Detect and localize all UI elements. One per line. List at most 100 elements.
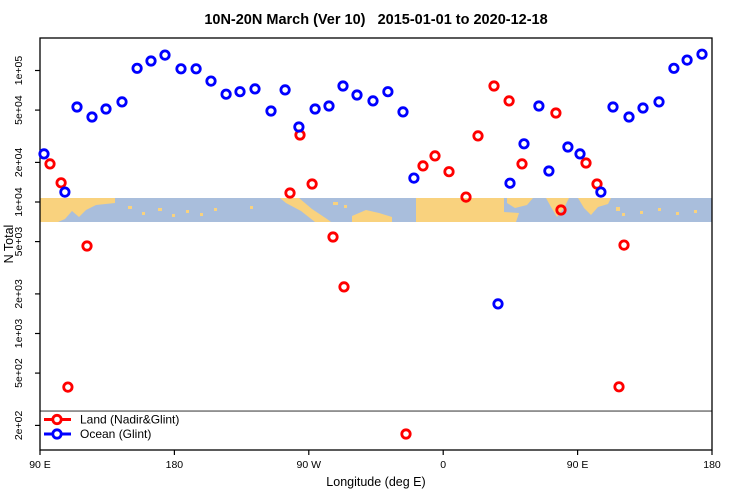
data-point-ocean [220,88,232,100]
y-tick-label: 5e+02 [13,358,25,388]
x-tick-label: 180 [166,459,184,471]
data-point-ocean [59,186,71,198]
data-point-land [81,240,93,252]
data-point-ocean [71,101,83,113]
data-point-ocean [145,55,157,67]
data-point-land [400,428,412,440]
data-point-land [550,107,562,119]
y-tick-label: 2e+02 [13,411,25,441]
chart-title: 10N-20N March (Ver 10) 2015-01-01 to 202… [204,12,547,28]
map-strip-island [676,212,679,215]
legend-symbol-circle [51,428,63,440]
x-axis-title: Longitude (deg E) [326,475,425,489]
y-tick-label: 2e+04 [13,148,25,178]
data-point-land [338,281,350,293]
map-strip-island [250,206,253,209]
data-point-ocean [279,84,291,96]
data-point-ocean [492,298,504,310]
data-point-ocean [205,75,217,87]
map-strip-land [280,198,331,222]
data-point-ocean [367,95,379,107]
map-strip-island [640,211,643,214]
data-point-land [284,187,296,199]
data-point-land [460,191,472,203]
map-strip-land [40,198,115,222]
y-axis-title: N Total [2,225,16,264]
data-point-ocean [249,83,261,95]
map-strip-island [622,213,625,216]
data-point-land [516,158,528,170]
data-point-land [55,177,67,189]
data-point-land [327,231,339,243]
data-point-ocean [323,100,335,112]
data-point-ocean [681,54,693,66]
y-tick-label: 1e+04 [13,187,25,217]
data-point-ocean [100,103,112,115]
map-strip-island [616,207,620,211]
data-point-land [613,381,625,393]
map-strip-island [658,208,661,211]
x-tick-label: 0 [440,459,446,471]
data-point-land [429,150,441,162]
data-point-ocean [562,141,574,153]
y-tick-label: 2e+03 [13,279,25,309]
data-point-ocean [293,121,305,133]
data-point-ocean [533,100,545,112]
map-strip-island [214,208,217,211]
data-point-ocean [408,172,420,184]
data-point-land [443,166,455,178]
x-tick-label: 90 E [29,459,51,471]
x-tick-label: 180 [703,459,721,471]
data-point-ocean [623,111,635,123]
data-point-ocean [131,62,143,74]
data-point-ocean [38,148,50,160]
x-tick-label: 90 E [567,459,589,471]
data-point-land [472,130,484,142]
map-strip-land [416,198,519,222]
y-tick-label: 1e+05 [13,56,25,86]
map-strip-island [344,205,347,208]
legend-label: Ocean (Glint) [80,427,151,441]
data-point-ocean [159,49,171,61]
y-tick-label: 5e+03 [13,227,25,257]
x-tick-label: 90 W [297,459,322,471]
data-point-land [44,158,56,170]
data-point-ocean [309,103,321,115]
map-strip-island [172,214,175,217]
data-point-land [503,95,515,107]
data-point-ocean [543,165,555,177]
data-point-land [618,239,630,251]
data-point-ocean [116,96,128,108]
data-point-ocean [234,86,246,98]
map-strip-island [186,210,189,213]
map-strip-land [578,198,611,215]
data-point-ocean [668,62,680,74]
data-point-ocean [337,80,349,92]
data-point-ocean [518,138,530,150]
data-point-land [62,381,74,393]
data-point-ocean [265,105,277,117]
data-point-ocean [607,101,619,113]
data-point-ocean [653,96,665,108]
map-strip-island [333,202,338,205]
map-strip-land [507,198,533,208]
data-point-ocean [382,86,394,98]
y-tick-label: 1e+03 [13,319,25,349]
data-point-ocean [696,48,708,60]
data-point-ocean [190,63,202,75]
plot-border [39,37,713,451]
map-strip-island [158,208,162,211]
data-point-ocean [595,186,607,198]
map-strip-island [200,213,203,216]
data-point-ocean [637,102,649,114]
data-point-land [306,178,318,190]
legend-label: Land (Nadir&Glint) [80,413,179,427]
data-point-land [555,204,567,216]
map-strip-island [142,212,145,215]
data-point-land [488,80,500,92]
data-point-land [417,160,429,172]
legend-symbol-circle [51,413,63,426]
data-point-ocean [504,177,516,189]
